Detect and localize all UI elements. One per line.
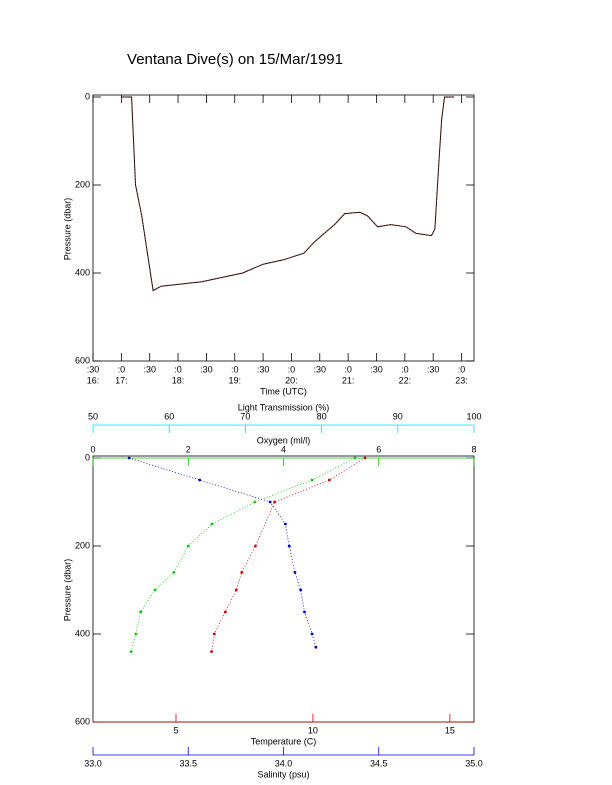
data-point	[293, 571, 297, 574]
y-tick-label: 0	[85, 452, 90, 462]
data-point	[314, 645, 318, 649]
x-tick-hour: 22:	[399, 375, 412, 385]
x-tick-label: 35.0	[465, 758, 483, 768]
data-point	[234, 588, 238, 592]
data-point	[127, 456, 131, 460]
profile-line	[211, 457, 366, 652]
x-axis-label: Salinity (psu)	[257, 769, 309, 779]
y-axis-label: Pressure (dbar)	[62, 559, 72, 622]
y-tick-label: 600	[75, 355, 90, 365]
x-tick-label: 5	[173, 725, 178, 735]
x-tick-label: :0	[231, 364, 239, 374]
data-point	[268, 500, 272, 504]
data-point	[240, 571, 244, 574]
profile-line	[129, 457, 317, 648]
x-tick-label: :0	[344, 364, 352, 374]
y-tick-label: 0	[85, 91, 90, 101]
x-tick-label: 8	[471, 444, 476, 454]
data-point	[287, 544, 291, 548]
y-tick-label: 400	[75, 267, 90, 277]
data-line-overlay	[121, 96, 455, 292]
x-tick-label: :0	[288, 364, 296, 374]
data-point	[353, 456, 357, 460]
x-tick-label: 90	[393, 411, 403, 421]
x-tick-hour: 17:	[115, 375, 128, 385]
x-tick-label: :30	[143, 364, 156, 374]
x-tick-label: 0	[90, 444, 95, 454]
x-tick-label: :30	[257, 364, 270, 374]
chart-title: Ventana Dive(s) on 15/Mar/1991	[127, 51, 343, 68]
data-point	[299, 588, 303, 592]
x-axis-label: Time (UTC)	[260, 386, 307, 396]
x-tick-label: :0	[174, 364, 182, 374]
x-tick-label: :30	[87, 364, 100, 374]
x-tick-label: 15	[445, 725, 455, 735]
x-tick-label: 2	[186, 444, 191, 454]
data-point	[310, 478, 314, 482]
x-tick-label: :30	[427, 364, 440, 374]
y-tick-label: 200	[75, 540, 90, 550]
data-point	[254, 544, 257, 548]
x-tick-label: 10	[308, 725, 318, 735]
x-tick-label: :30	[200, 364, 213, 374]
data-point	[310, 632, 314, 636]
x-tick-label: :30	[370, 364, 383, 374]
x-tick-label: 33.5	[179, 758, 197, 768]
x-axis-label: Oxygen (ml/l)	[257, 435, 311, 445]
y-tick-label: 600	[75, 716, 90, 726]
data-point	[210, 650, 214, 653]
x-tick-label: 34.5	[370, 758, 388, 768]
x-tick-label: 70	[240, 411, 250, 421]
data-point	[303, 610, 306, 614]
data-point	[273, 500, 276, 504]
x-tick-label: 50	[88, 411, 98, 421]
x-tick-label: 33.0	[84, 758, 102, 768]
data-point	[172, 571, 176, 574]
profile-line	[130, 457, 356, 652]
data-point	[210, 522, 214, 526]
data-point	[223, 610, 227, 614]
x-tick-label: :0	[458, 364, 466, 374]
x-tick-label: 4	[281, 444, 286, 454]
x-tick-label: 34.0	[275, 758, 293, 768]
x-tick-hour: 16:	[87, 375, 100, 385]
data-point	[284, 522, 287, 526]
x-tick-hour: 23:	[455, 375, 468, 385]
x-tick-label: 80	[317, 411, 327, 421]
data-point	[363, 456, 367, 460]
x-tick-hour: 18:	[172, 375, 185, 385]
x-axis-label: Light Transmission (%)	[238, 402, 330, 412]
y-axis-label: Pressure (dbar)	[62, 198, 72, 261]
plot-frame	[92, 94, 475, 362]
data-point	[253, 500, 257, 504]
data-point	[129, 650, 133, 653]
data-line	[121, 96, 455, 292]
data-point	[134, 632, 138, 636]
x-tick-label: :0	[118, 364, 126, 374]
x-tick-hour: 19:	[228, 375, 241, 385]
x-tick-label: :30	[314, 364, 327, 374]
data-point	[139, 610, 143, 614]
data-point	[212, 632, 216, 636]
data-point	[153, 588, 157, 592]
data-point	[198, 478, 202, 482]
x-tick-label: :0	[401, 364, 409, 374]
plot-frame	[92, 455, 475, 723]
y-tick-label: 200	[75, 179, 90, 189]
x-tick-hour: 20:	[285, 375, 298, 385]
x-tick-label: 60	[164, 411, 174, 421]
y-tick-label: 400	[75, 628, 90, 638]
data-point	[327, 478, 331, 482]
x-axis-label: Temperature (C)	[251, 736, 317, 746]
x-tick-label: 6	[376, 444, 381, 454]
data-point	[186, 544, 190, 548]
x-tick-label: 100	[466, 411, 481, 421]
x-tick-hour: 21:	[342, 375, 355, 385]
